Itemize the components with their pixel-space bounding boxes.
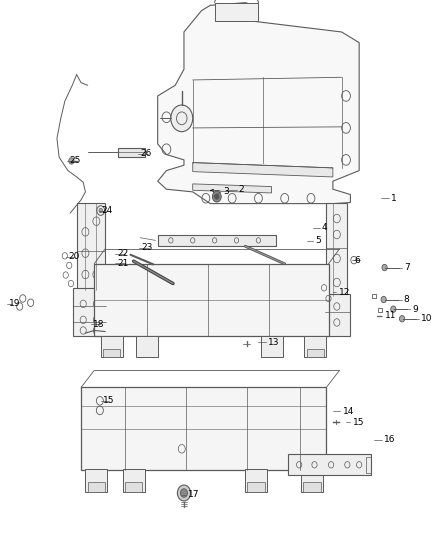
Bar <box>304 336 326 357</box>
Bar <box>307 349 324 357</box>
Text: 12: 12 <box>339 288 350 296</box>
Text: 15: 15 <box>103 397 114 405</box>
Circle shape <box>177 485 191 501</box>
Bar <box>261 336 283 357</box>
Text: 2: 2 <box>239 185 244 194</box>
Bar <box>81 387 326 470</box>
Circle shape <box>212 191 221 202</box>
Bar <box>288 454 371 475</box>
Text: 5: 5 <box>315 237 321 245</box>
Text: 7: 7 <box>404 263 410 272</box>
Bar <box>215 3 258 21</box>
Circle shape <box>180 489 187 497</box>
Text: 3: 3 <box>223 188 229 196</box>
Text: 19: 19 <box>9 300 20 308</box>
Text: 25: 25 <box>69 157 81 165</box>
Text: 20: 20 <box>68 253 79 261</box>
Text: 23: 23 <box>141 244 152 252</box>
Text: 15: 15 <box>353 418 364 426</box>
Text: 18: 18 <box>93 320 104 328</box>
Bar <box>325 294 350 336</box>
Text: 26: 26 <box>140 149 152 158</box>
Bar <box>73 288 106 336</box>
Polygon shape <box>158 3 359 204</box>
Bar <box>136 336 158 357</box>
Text: 13: 13 <box>268 338 279 346</box>
Polygon shape <box>193 184 272 193</box>
Text: 11: 11 <box>385 311 396 320</box>
Bar <box>303 482 321 492</box>
Bar <box>94 264 328 336</box>
Bar <box>125 482 142 492</box>
Bar <box>101 336 123 357</box>
Circle shape <box>382 264 387 271</box>
Bar <box>245 469 267 492</box>
Circle shape <box>215 194 219 199</box>
Text: 17: 17 <box>188 490 200 499</box>
Bar <box>366 457 371 473</box>
Text: 21: 21 <box>117 259 129 268</box>
Polygon shape <box>193 163 333 177</box>
Circle shape <box>69 158 74 164</box>
Circle shape <box>99 208 102 213</box>
Bar <box>77 203 105 290</box>
Text: 22: 22 <box>117 249 129 258</box>
Text: 1: 1 <box>391 194 397 203</box>
Bar <box>158 235 276 246</box>
Text: 14: 14 <box>343 407 354 416</box>
Circle shape <box>171 105 193 132</box>
Circle shape <box>399 316 405 322</box>
Bar <box>247 482 265 492</box>
Bar <box>123 469 145 492</box>
Text: 9: 9 <box>413 305 418 313</box>
Text: 4: 4 <box>322 223 328 232</box>
Bar <box>85 469 107 492</box>
Text: 6: 6 <box>354 256 360 264</box>
Text: 10: 10 <box>421 314 433 323</box>
Circle shape <box>391 306 396 312</box>
Text: 24: 24 <box>102 206 113 215</box>
Bar <box>301 469 323 492</box>
Circle shape <box>381 296 386 303</box>
Text: 16: 16 <box>384 435 396 444</box>
Bar <box>88 482 105 492</box>
Bar <box>118 148 145 157</box>
Bar <box>103 349 120 357</box>
Text: 8: 8 <box>404 295 410 304</box>
Bar <box>326 203 347 296</box>
